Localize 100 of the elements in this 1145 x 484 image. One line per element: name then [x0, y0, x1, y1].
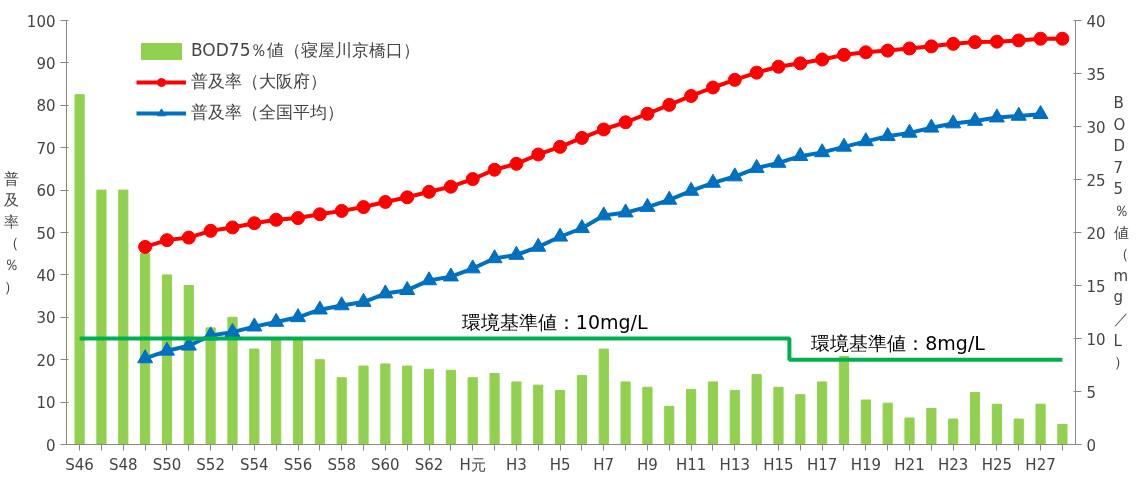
y-tick-label: 0 — [45, 436, 56, 455]
bar — [751, 374, 762, 445]
point — [857, 132, 874, 147]
point — [509, 156, 524, 171]
x-tick-label: S60 — [371, 455, 400, 474]
point — [508, 245, 525, 260]
point — [704, 173, 721, 188]
bar — [554, 389, 566, 445]
bar — [948, 418, 959, 445]
bar — [118, 189, 129, 445]
point — [138, 239, 153, 254]
point — [749, 65, 764, 80]
point — [771, 59, 786, 74]
bar — [511, 381, 522, 445]
y2-tick-label: 15 — [1086, 277, 1106, 296]
x-tick-label: H25 — [981, 455, 1013, 474]
y2-tick-label: 10 — [1086, 330, 1106, 349]
point — [421, 271, 438, 286]
x-tick-label: H23 — [938, 455, 969, 474]
x-tick-label: H17 — [806, 455, 838, 474]
annotation: 環境基準値：10mg/L — [461, 310, 648, 333]
x-tick-label: S50 — [152, 455, 182, 474]
x-tick-label: S56 — [283, 455, 313, 474]
point — [661, 190, 678, 205]
point — [901, 123, 918, 138]
x-tick-label: S52 — [196, 455, 225, 474]
point — [726, 167, 743, 182]
bar — [249, 348, 260, 445]
point — [422, 184, 437, 199]
bar — [707, 381, 719, 445]
point — [836, 137, 852, 152]
point — [311, 300, 328, 315]
point — [1032, 105, 1049, 120]
point — [530, 237, 547, 252]
point — [224, 322, 241, 337]
point — [531, 147, 546, 162]
y-tick-label: 30 — [36, 309, 56, 328]
y-tick-label: 50 — [36, 224, 56, 243]
point — [880, 43, 895, 58]
bar — [74, 94, 85, 445]
point — [1011, 33, 1026, 48]
y-tick-label: 90 — [36, 54, 56, 73]
x-tick-label: H11 — [675, 455, 707, 474]
bar — [96, 189, 107, 445]
bar — [380, 363, 391, 445]
bar — [576, 375, 588, 445]
text: BOD75％値（mg／L） — [1113, 93, 1129, 372]
bar — [314, 359, 325, 445]
point — [967, 111, 984, 126]
y2-tick-label: 5 — [1086, 383, 1097, 402]
bar — [423, 368, 435, 445]
annotation: 環境基準値：8mg/L — [811, 331, 986, 354]
y-axis-title: 普及率（％） — [3, 169, 19, 296]
point — [705, 80, 720, 95]
bar — [1057, 423, 1068, 445]
point — [639, 197, 656, 212]
point — [748, 158, 765, 173]
y-tick-label: 100 — [26, 12, 56, 31]
bar — [926, 407, 937, 445]
x-tick-label: H15 — [763, 455, 794, 474]
point — [574, 130, 589, 145]
bar — [860, 399, 871, 445]
bar — [140, 253, 151, 445]
bar — [620, 381, 631, 445]
point — [399, 281, 416, 295]
bar — [336, 377, 347, 445]
bar — [1035, 403, 1046, 445]
bar — [533, 384, 544, 445]
point — [662, 97, 677, 112]
point — [290, 308, 306, 323]
x-tick-label: H19 — [850, 455, 882, 474]
point — [159, 233, 174, 248]
x-tick-label: S48 — [108, 455, 138, 474]
bar — [969, 392, 981, 445]
bar — [773, 386, 784, 445]
point — [246, 317, 263, 332]
y2-tick-label: 20 — [1086, 224, 1106, 243]
point — [815, 52, 830, 67]
x-tick-label: H21 — [894, 455, 925, 474]
point — [1055, 31, 1070, 46]
point — [291, 211, 305, 226]
point — [377, 284, 394, 299]
point — [945, 114, 962, 129]
point — [946, 36, 961, 51]
bar — [183, 285, 194, 445]
point — [924, 39, 939, 54]
x-tick-label: S54 — [240, 455, 269, 474]
y-tick-label: 20 — [36, 351, 56, 370]
point — [814, 143, 831, 158]
point — [837, 47, 851, 62]
point — [158, 341, 175, 356]
x-tick-label: S46 — [65, 455, 94, 474]
point — [727, 72, 742, 87]
x-tick-label: H13 — [719, 455, 750, 474]
legend-label: 普及率（大阪府） — [191, 70, 327, 93]
point — [858, 45, 873, 60]
y2-tick-label: 30 — [1086, 118, 1106, 137]
point — [486, 249, 503, 264]
point — [487, 162, 502, 177]
y-tick-label: 80 — [36, 97, 56, 116]
